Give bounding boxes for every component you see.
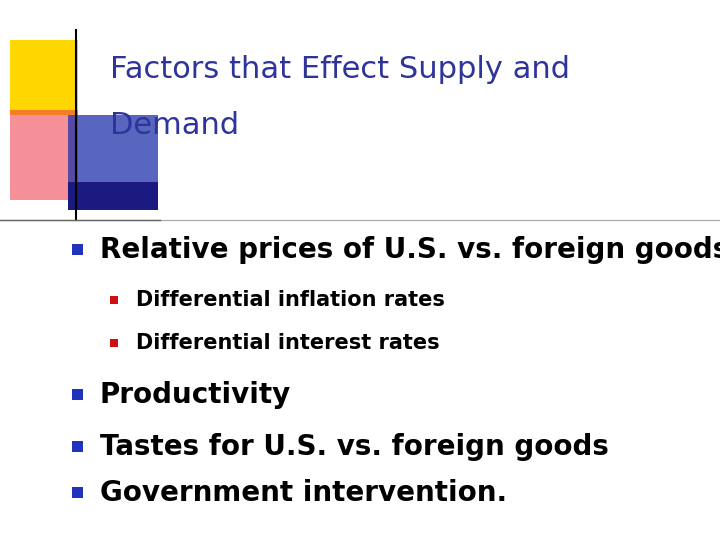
- Text: Relative prices of U.S. vs. foreign goods: Relative prices of U.S. vs. foreign good…: [100, 236, 720, 264]
- Bar: [68, 182, 158, 210]
- Text: Government intervention.: Government intervention.: [100, 479, 507, 507]
- Text: Productivity: Productivity: [100, 381, 292, 409]
- Bar: [72, 244, 83, 255]
- Text: Differential interest rates: Differential interest rates: [136, 333, 440, 353]
- Text: Demand: Demand: [110, 111, 239, 139]
- Text: Factors that Effect Supply and: Factors that Effect Supply and: [110, 56, 570, 84]
- Bar: [72, 441, 83, 452]
- Bar: [10, 110, 78, 200]
- Bar: [10, 40, 78, 115]
- Text: Differential inflation rates: Differential inflation rates: [136, 290, 445, 310]
- Bar: [72, 487, 83, 498]
- Bar: [110, 296, 118, 304]
- Bar: [72, 389, 83, 400]
- Text: Tastes for U.S. vs. foreign goods: Tastes for U.S. vs. foreign goods: [100, 433, 609, 461]
- Bar: [68, 115, 158, 185]
- Bar: [110, 339, 118, 347]
